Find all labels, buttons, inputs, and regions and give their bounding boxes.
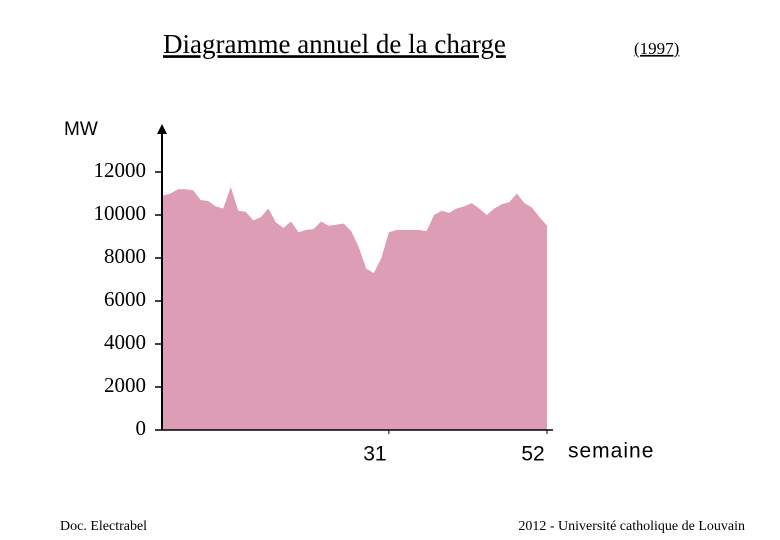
chart-title: Diagramme annuel de la charge	[163, 29, 506, 59]
y-tick-label: 4000	[104, 330, 146, 354]
footer-left: Doc. Electrabel	[60, 519, 147, 534]
y-tick-label: 8000	[104, 244, 146, 268]
footer-right: 2012 - Université catholique de Louvain	[518, 519, 745, 534]
x-axis-label: semaine	[568, 440, 654, 463]
x-tick-label: 31	[363, 443, 386, 466]
y-tick-label: 6000	[104, 287, 146, 311]
y-tick-label: 10000	[94, 201, 147, 225]
x-tick-label: 52	[521, 443, 544, 466]
y-tick-label: 2000	[104, 373, 146, 397]
y-axis-arrow	[157, 124, 167, 134]
y-tick-label: 12000	[94, 158, 147, 182]
chart-subtitle: (1997)	[634, 39, 679, 58]
y-axis-label: MW	[64, 119, 98, 140]
y-tick-label: 0	[136, 416, 147, 440]
area	[163, 187, 547, 430]
